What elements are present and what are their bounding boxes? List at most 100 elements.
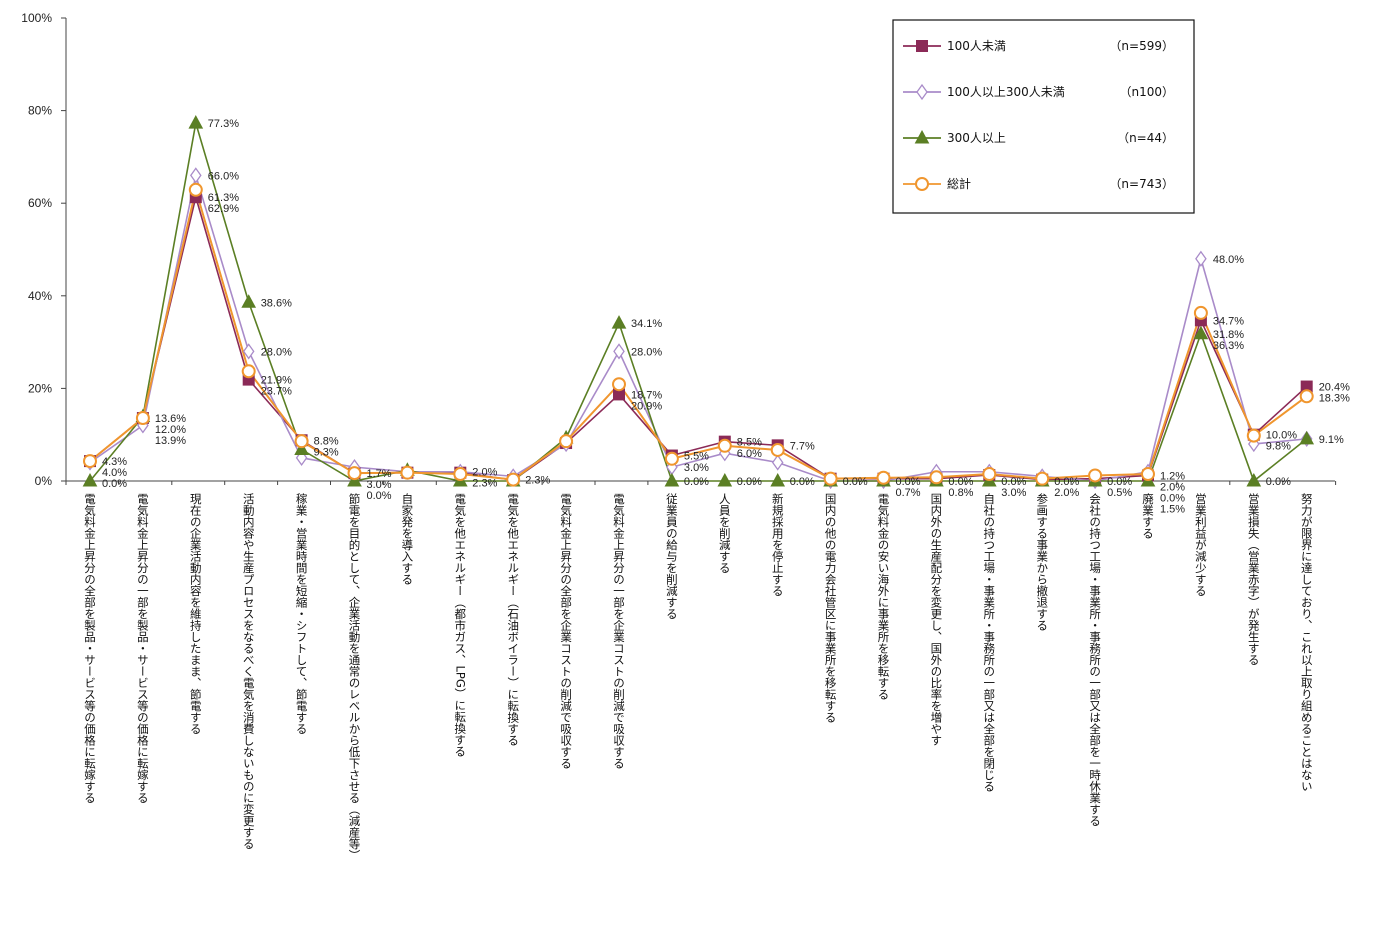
category-label: 国内外の生産配分を変更し、国外の比率を増やす	[929, 493, 943, 746]
data-label: 34.1%	[631, 318, 662, 330]
data-label: 0.0%	[896, 476, 921, 488]
data-label: 18.7%	[631, 389, 662, 401]
data-point-circle	[294, 434, 309, 449]
category-label: 稼業・営業時間を短縮・シフトして、節電する	[295, 492, 309, 734]
legend-series-name: 100人未満	[947, 39, 1006, 53]
data-point-diamond	[771, 454, 784, 471]
data-label: 38.6%	[261, 297, 292, 309]
data-point-circle	[1088, 468, 1103, 483]
series-line	[89, 175, 1307, 482]
category-label: 活動内容や生産プロセスをなるべく電気を消費しないものに変更する	[242, 492, 256, 849]
data-label: 3.0%	[1001, 487, 1026, 499]
data-point-circle	[135, 411, 150, 426]
category-label: 営業損失（営業赤字）が発生する	[1247, 492, 1261, 665]
data-point-triangle	[294, 441, 309, 456]
data-point-circle	[770, 442, 785, 457]
data-label: 0.5%	[1107, 487, 1132, 499]
data-point-circle	[347, 466, 362, 481]
data-label: 9.8%	[1266, 441, 1291, 453]
data-label: 0.0%	[790, 476, 815, 488]
category-label: 節電を目的として、企業活動を通常のレベルから低下させる（減産等）	[348, 492, 362, 861]
category-label: 電気料金上昇分の全部を企業コストの削減で吸収する	[559, 493, 573, 769]
data-label: 10.0%	[1266, 430, 1297, 442]
y-tick-label: 40%	[28, 289, 52, 303]
data-label: 6.0%	[737, 448, 762, 460]
category-label: 電気料金上昇分の全部を製品・サービス等の価格に転嫁する	[83, 493, 97, 804]
data-labels: 4.3% 13.6% 61.3% 21.9% 8.8% 1.7% 18.7% 5.5% 8.5%…	[102, 118, 1350, 515]
data-label: 13.9%	[155, 435, 186, 447]
data-label: 20.9%	[631, 400, 662, 412]
data-label: 2.3%	[472, 478, 497, 490]
data-label: 9.3%	[314, 446, 339, 458]
data-label: 0.0%	[367, 490, 392, 502]
data-label: 0.0%	[737, 476, 762, 488]
data-label: 7.7%	[790, 440, 815, 452]
data-point-triangle	[914, 129, 930, 144]
data-label: 13.6%	[155, 413, 186, 425]
category-label: 新規採用を停止する	[771, 492, 785, 596]
data-point-circle	[241, 364, 256, 379]
category-label: 自家発を導入する	[400, 493, 414, 585]
data-point-circle	[1035, 471, 1050, 486]
category-label: 従業員の給与を削減する	[665, 493, 679, 620]
data-point-circle	[1299, 389, 1314, 404]
data-point-circle	[823, 471, 838, 486]
data-point-triangle	[611, 315, 627, 329]
data-point-square	[916, 40, 928, 52]
data-label: 31.8%	[1213, 329, 1244, 341]
category-label: 電気料金上昇分の一部を製品・サービス等の価格に転嫁する	[136, 493, 150, 804]
legend-series-name: 総計	[947, 176, 971, 191]
data-label: 0.0%	[1107, 476, 1132, 488]
y-axis-ticks: 0% 20% 40% 60% 80% 100%	[21, 11, 66, 488]
data-point-circle	[717, 438, 732, 453]
data-point-circle	[400, 465, 415, 480]
category-label: 廃業する	[1141, 492, 1155, 539]
data-point-circle	[612, 377, 626, 392]
category-label: 現在の企業活動内容を維持したまま、節電する	[189, 493, 203, 735]
data-label: 61.3%	[208, 192, 239, 204]
data-label: 0.0%	[1160, 492, 1185, 504]
legend-series-name: 300人以上	[947, 131, 1006, 145]
category-label: 電気を他エネルギー（石油ボイラー）に転換する	[506, 493, 520, 746]
data-label: 0.0%	[1001, 476, 1026, 488]
data-point-circle	[929, 470, 944, 485]
data-label: 3.0%	[684, 462, 709, 474]
data-label: 2.0%	[472, 467, 497, 479]
category-label: 電気料金上昇分の一部を企業コストの削減で吸収する	[612, 493, 626, 769]
data-label: 28.0%	[631, 346, 662, 358]
y-tick-label: 100%	[21, 11, 52, 25]
data-label: 9.1%	[1319, 434, 1344, 446]
data-label: 5.5%	[684, 451, 709, 463]
data-label: 8.8%	[314, 435, 339, 447]
data-label: 0.0%	[843, 476, 868, 488]
data-point-diamond	[1195, 250, 1207, 267]
category-label: 電気料金の安い海外に事業所を移転する	[877, 493, 891, 700]
series-line	[89, 185, 1308, 481]
legend: 100人未満 （n=599） 100人以上300人未満 （n100） 300人以上 （n=…	[892, 19, 1195, 214]
data-label: 36.3%	[1213, 340, 1244, 352]
data-point-circle	[982, 467, 997, 482]
data-label: 2.0%	[1160, 481, 1185, 493]
data-label: 20.4%	[1319, 382, 1350, 394]
data-label: 34.7%	[1213, 315, 1244, 327]
legend-series-n: （n100）	[1119, 85, 1174, 99]
data-point-circle	[1246, 428, 1261, 443]
data-point-diamond	[242, 343, 255, 360]
data-point-circle	[188, 182, 203, 197]
data-label: 2.3%	[525, 475, 550, 487]
data-label: 48.0%	[1213, 254, 1244, 266]
data-point-triangle	[770, 472, 786, 487]
data-label: 8.5%	[737, 437, 762, 449]
data-label: 62.9%	[208, 203, 239, 215]
legend-series-name: 100人以上300人未満	[947, 85, 1065, 99]
data-label: 23.7%	[261, 386, 292, 398]
data-label: 0.0%	[102, 478, 127, 490]
y-tick-label: 0%	[35, 474, 53, 488]
data-label: 4.3%	[102, 456, 127, 468]
data-point-circle	[453, 467, 468, 482]
data-label: 21.9%	[261, 375, 292, 387]
data-point-diamond	[916, 83, 928, 101]
data-point-circle	[83, 454, 97, 469]
category-labels: 電気料金上昇分の全部を製品・サービス等の価格に転嫁する 電気料金上昇分の一部を製品…	[83, 492, 1314, 861]
